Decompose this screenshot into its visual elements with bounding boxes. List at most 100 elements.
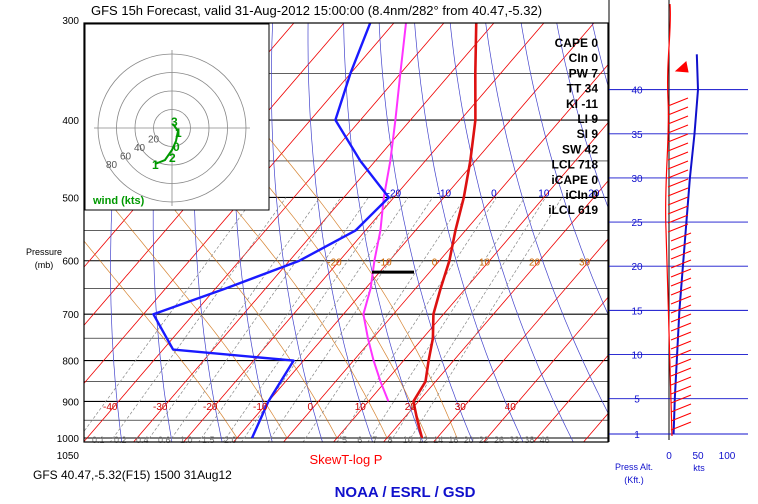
mixing-ratio-line	[407, 197, 563, 442]
wind-barb	[670, 331, 692, 341]
moist-adiabat-line	[84, 170, 288, 439]
mixing-ratio-line	[241, 197, 409, 442]
hodograph-ring-label: 40	[134, 143, 146, 154]
hodograph-trace	[154, 123, 180, 165]
temp-tick-upper: -20	[387, 188, 402, 199]
pressure-tick-label: 300	[62, 16, 79, 27]
wind-barb	[667, 178, 689, 188]
isotherm-line	[333, 122, 608, 442]
footer-left: GFS 40.47,-5.32(F15) 1500 31Aug12	[33, 468, 232, 482]
skewt-tick-labels: 20030040050060070080090010001050-20-1001…	[57, 16, 600, 462]
hodograph-mark: 1	[152, 158, 159, 172]
wind-tick-label: 50	[692, 451, 704, 462]
dry-adiabat-line	[378, 23, 474, 442]
pressure-tick-label: 600	[62, 257, 79, 268]
wind-barb	[667, 124, 689, 134]
mixing-ratio-line	[267, 197, 433, 442]
wind-barb	[670, 241, 692, 251]
wind-barbs	[664, 3, 692, 437]
wind-barb	[667, 223, 689, 233]
dewpoint-profile-line	[152, 23, 390, 439]
wind-barb	[670, 412, 692, 422]
mixing-ratio-line	[146, 197, 321, 442]
wind-barb	[667, 115, 689, 125]
alt-axis-unit: (Kft.)	[624, 475, 644, 485]
mixing-ratio-line	[222, 197, 392, 442]
alt-tick-label: 15	[631, 306, 643, 317]
dry-adiabat-line	[307, 23, 373, 442]
temperature-profile-line	[412, 23, 478, 439]
wind-barb	[670, 367, 692, 377]
mixing-ratio-line	[109, 197, 287, 442]
index-sw: SW 42	[562, 142, 598, 156]
pressure-tick-label: 900	[62, 397, 79, 408]
isotherm-line	[84, 23, 445, 442]
temp-tick-lower: -20	[203, 402, 218, 413]
mixing-ratio-bottom-label: 5	[342, 435, 347, 445]
index-tt: TT 34	[567, 82, 599, 96]
mixing-ratio-bottom-label: 6	[357, 435, 362, 445]
mixing-ratio-bottom-label: 20	[464, 435, 474, 445]
alt-tick-label: 10	[631, 351, 643, 362]
mixing-ratio-line	[336, 197, 497, 442]
index-ilcl: iLCL 619	[548, 203, 598, 217]
mixing-ratio-bottom-label: 16	[448, 435, 458, 445]
index-icape: iCAPE 0	[551, 173, 598, 187]
isotherm-line	[433, 238, 608, 442]
wind-barb	[670, 376, 692, 386]
isotherm-line	[84, 23, 345, 326]
hodograph-ring-label: 60	[120, 152, 132, 163]
pressure-tick-label: 1050	[57, 451, 80, 462]
mixing-ratio-bottom-label: 0.2	[114, 435, 127, 445]
temp-tick-lower: 30	[455, 402, 467, 413]
mixing-ratio-line	[389, 197, 546, 442]
index-ki: KI -11	[566, 97, 598, 111]
temp-tick-lower: 20	[405, 402, 417, 413]
mixing-ratio-bottom-label: 22	[479, 435, 489, 445]
hodograph-mark: 0	[173, 140, 180, 154]
dry-adiabat-line	[152, 23, 173, 442]
chart-title: GFS 15h Forecast, valid 31-Aug-2012 15:0…	[91, 3, 542, 18]
index-lcl: LCL 718	[552, 158, 599, 172]
temp-tick-middle: -10	[377, 257, 392, 268]
temp-tick-middle: 0	[432, 257, 438, 268]
wind-barb	[670, 340, 692, 350]
isotherm-line	[233, 23, 595, 442]
wind-barb	[667, 160, 689, 170]
mixing-ratio-bottom-label: 0.1	[92, 435, 105, 445]
moist-adiabat-line	[84, 240, 238, 439]
alt-tick-label: 30	[631, 174, 643, 185]
isotherm-line	[533, 354, 608, 442]
temp-tick-lower: 0	[307, 402, 313, 413]
hodograph-frame	[84, 23, 270, 211]
dry-adiabat-line	[193, 23, 223, 442]
mixing-ratio-bottom-label: 2.0	[224, 435, 237, 445]
temp-tick-upper: 10	[538, 188, 550, 199]
temp-tick-lower: -40	[103, 402, 118, 413]
wind-barb	[667, 97, 689, 107]
isotherm-line	[283, 64, 608, 442]
wind-barb	[670, 421, 692, 431]
wind-barb	[670, 295, 692, 305]
plot-frame	[83, 22, 609, 443]
alt-tick-label: 1	[634, 430, 640, 441]
hodograph-mark: 2	[169, 151, 176, 165]
dry-adiabat-line	[110, 23, 131, 442]
temp-tick-upper: -10	[437, 188, 452, 199]
wind-barb	[667, 151, 689, 161]
mixing-ratio-bottom-label: 0.6	[158, 435, 171, 445]
hodograph-mark: 1	[175, 126, 182, 140]
moist-adiabat-line	[84, 97, 338, 439]
wind-barb	[670, 322, 692, 332]
mixing-ratio-bottom-label: 1.5	[202, 435, 215, 445]
alt-tick-label: 20	[631, 262, 643, 273]
pressure-tick-label: 700	[62, 310, 79, 321]
index-li: LI 9	[577, 112, 598, 126]
footer-skewt: SkewT-log P	[310, 452, 383, 467]
isotherm-line	[383, 180, 608, 442]
dry-adiabat-line	[271, 23, 323, 442]
mixing-ratio-bottom-label: 14	[433, 435, 443, 445]
